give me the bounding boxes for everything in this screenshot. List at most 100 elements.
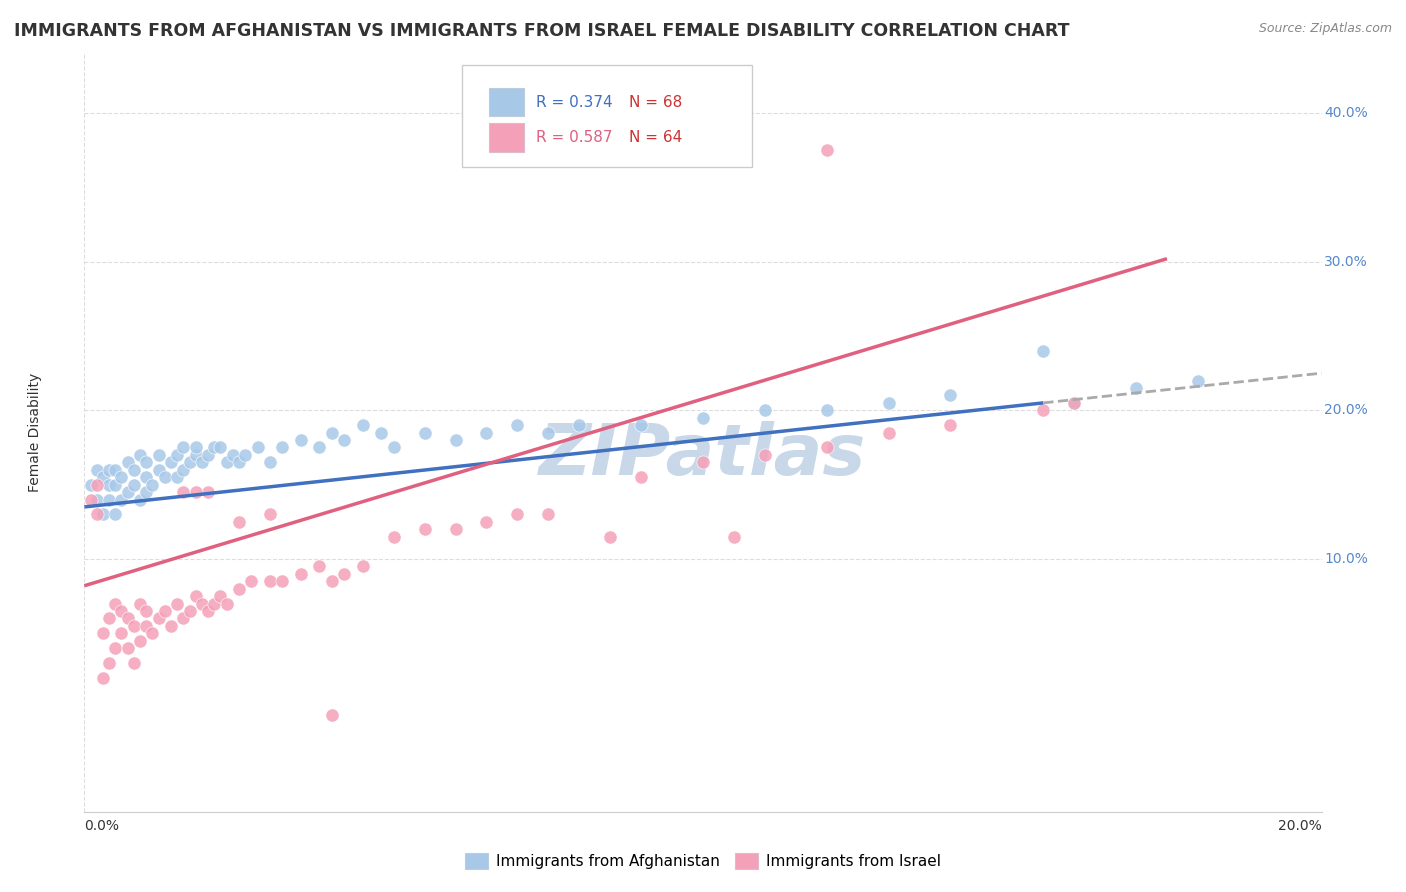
Point — [104, 508, 127, 522]
Text: 20.0%: 20.0% — [1324, 403, 1368, 417]
Point — [91, 626, 114, 640]
Point — [1187, 374, 1209, 388]
Text: N = 68: N = 68 — [628, 95, 682, 110]
Point — [692, 410, 714, 425]
Point — [370, 425, 392, 440]
Point — [444, 433, 467, 447]
Point — [352, 559, 374, 574]
Point — [184, 448, 207, 462]
Text: R = 0.587: R = 0.587 — [536, 130, 613, 145]
Point — [98, 611, 121, 625]
Text: 20.0%: 20.0% — [1278, 819, 1322, 833]
Point — [246, 441, 269, 455]
Point — [135, 485, 157, 500]
Point — [117, 641, 139, 656]
Point — [537, 425, 560, 440]
Point — [122, 656, 145, 670]
Point — [506, 418, 529, 433]
Point — [141, 626, 163, 640]
Point — [91, 671, 114, 685]
Point — [202, 597, 225, 611]
Point — [259, 508, 281, 522]
Point — [129, 633, 152, 648]
Point — [197, 604, 219, 618]
FancyBboxPatch shape — [489, 123, 523, 153]
Point — [506, 508, 529, 522]
Point — [215, 455, 238, 469]
Point — [321, 425, 343, 440]
Point — [79, 492, 101, 507]
Point — [122, 619, 145, 633]
Point — [215, 597, 238, 611]
Point — [630, 418, 652, 433]
Point — [98, 477, 121, 491]
Point — [98, 463, 121, 477]
Point — [86, 492, 108, 507]
Point — [475, 425, 498, 440]
Point — [129, 597, 152, 611]
Point — [1125, 381, 1147, 395]
Point — [110, 492, 132, 507]
Point — [197, 485, 219, 500]
Text: Source: ZipAtlas.com: Source: ZipAtlas.com — [1258, 22, 1392, 36]
Point — [117, 455, 139, 469]
Point — [98, 656, 121, 670]
Point — [877, 425, 900, 440]
Point — [1032, 343, 1054, 358]
Point — [333, 433, 356, 447]
Point — [117, 485, 139, 500]
Point — [222, 448, 245, 462]
Point — [233, 448, 256, 462]
Point — [135, 470, 157, 484]
Point — [160, 619, 183, 633]
Point — [86, 463, 108, 477]
Point — [135, 619, 157, 633]
Point — [104, 463, 127, 477]
Point — [599, 530, 621, 544]
Point — [630, 470, 652, 484]
Point — [172, 463, 194, 477]
Point — [184, 441, 207, 455]
Point — [148, 463, 170, 477]
Point — [153, 470, 176, 484]
Point — [352, 418, 374, 433]
Point — [122, 477, 145, 491]
Point — [271, 574, 294, 589]
Point — [166, 448, 188, 462]
Point — [153, 604, 176, 618]
Point — [321, 708, 343, 723]
Point — [160, 455, 183, 469]
Text: IMMIGRANTS FROM AFGHANISTAN VS IMMIGRANTS FROM ISRAEL FEMALE DISABILITY CORRELAT: IMMIGRANTS FROM AFGHANISTAN VS IMMIGRANT… — [14, 22, 1070, 40]
Point — [86, 508, 108, 522]
Point — [228, 515, 250, 529]
Point — [939, 388, 962, 402]
Point — [308, 559, 330, 574]
Point — [413, 425, 436, 440]
Point — [209, 589, 232, 603]
Point — [333, 566, 356, 581]
Point — [129, 492, 152, 507]
Point — [110, 626, 132, 640]
Point — [754, 448, 776, 462]
Point — [290, 433, 312, 447]
Point — [135, 604, 157, 618]
Point — [141, 477, 163, 491]
Point — [475, 515, 498, 529]
Point — [110, 470, 132, 484]
Point — [815, 441, 838, 455]
Point — [79, 477, 101, 491]
Point — [754, 403, 776, 417]
Point — [202, 441, 225, 455]
Text: N = 64: N = 64 — [628, 130, 682, 145]
Point — [1063, 396, 1085, 410]
Text: 10.0%: 10.0% — [1324, 552, 1368, 566]
Point — [191, 597, 214, 611]
Point — [184, 589, 207, 603]
Point — [179, 455, 201, 469]
Point — [228, 582, 250, 596]
Text: R = 0.374: R = 0.374 — [536, 95, 613, 110]
Point — [1063, 396, 1085, 410]
Point — [228, 455, 250, 469]
Point — [166, 470, 188, 484]
Point — [723, 530, 745, 544]
